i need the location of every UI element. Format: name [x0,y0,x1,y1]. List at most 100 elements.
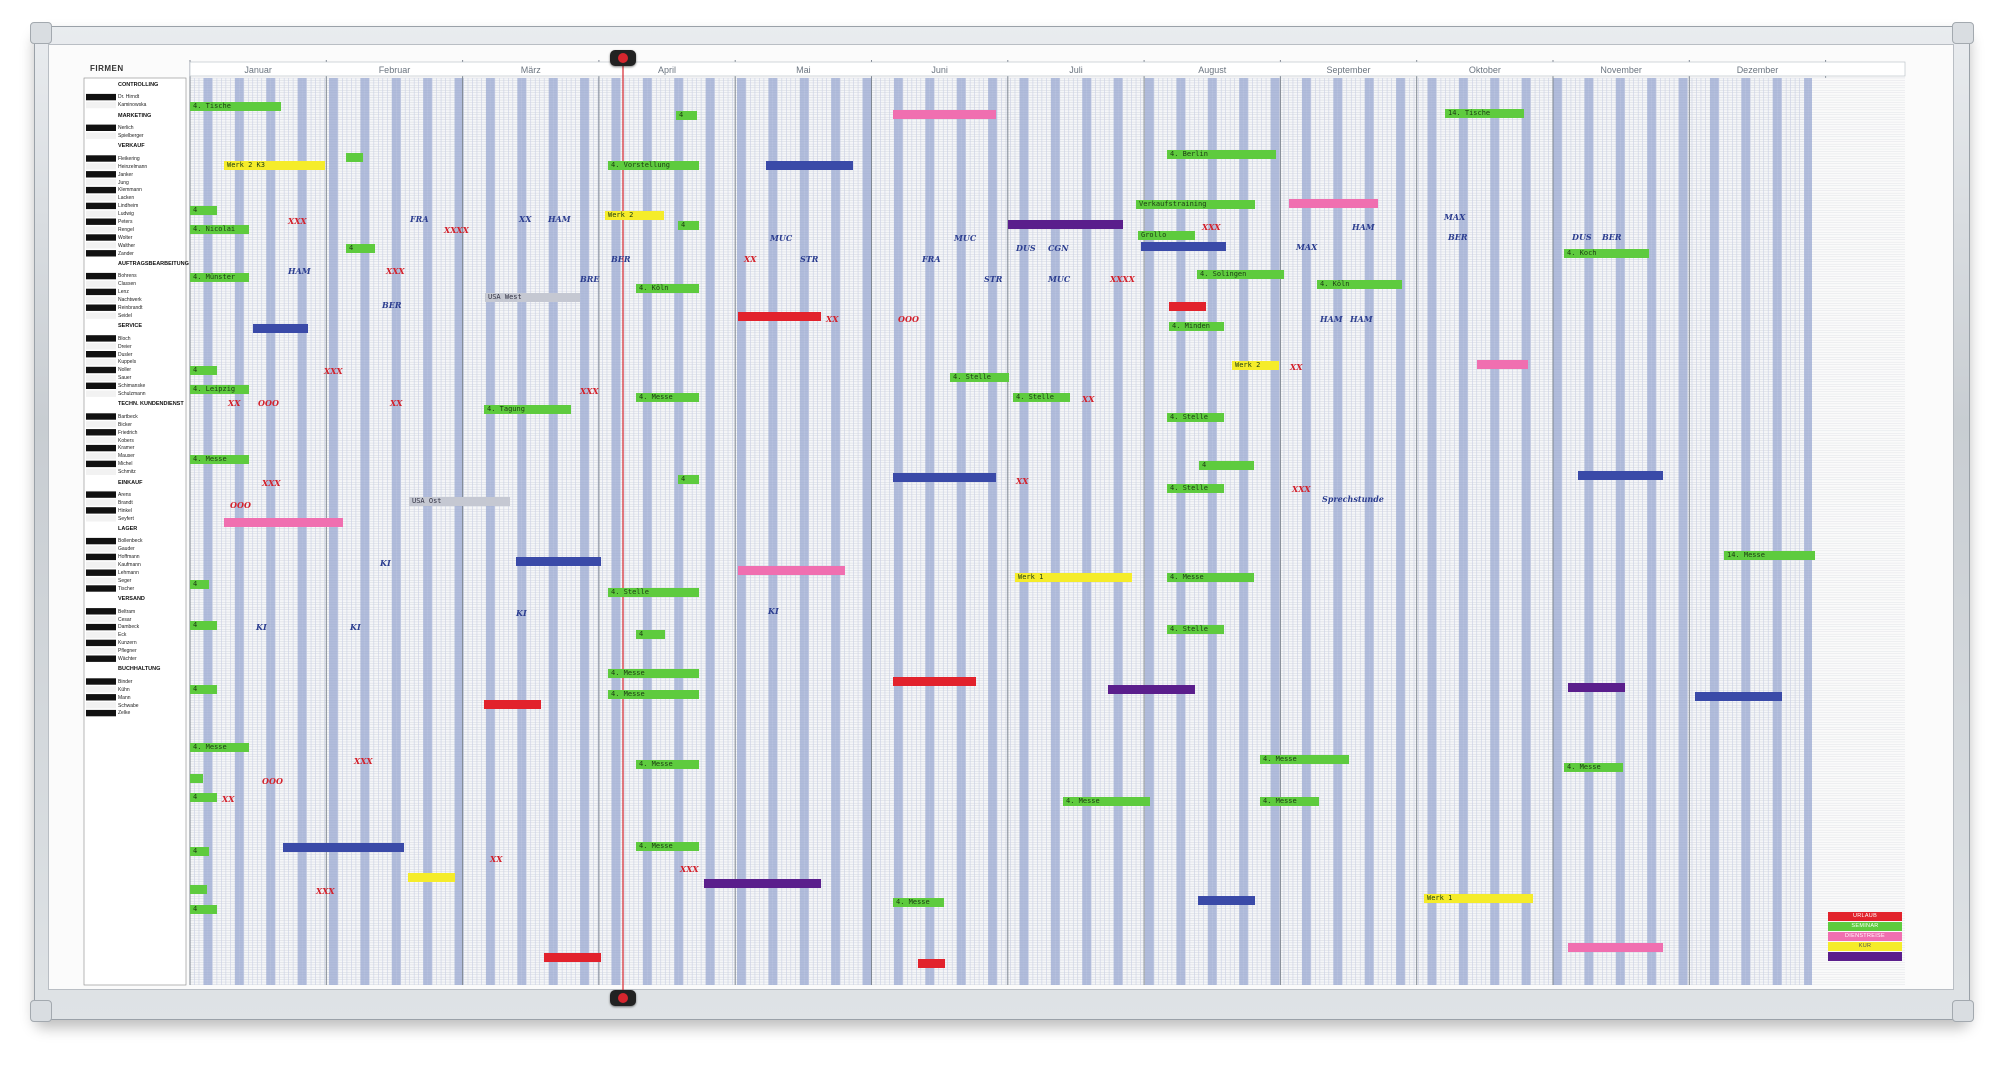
planning-strip[interactable]: 4. Messe [1564,763,1623,772]
planning-strip[interactable]: 4. Messe [636,842,699,851]
section-label: VERSAND [118,596,145,603]
handwritten-note: OOO [898,314,919,324]
planning-strip[interactable]: Werk 1 [1015,573,1132,582]
red-slider-clip-top[interactable] [610,50,636,66]
planning-strip[interactable]: 4 [190,206,217,215]
planning-strip[interactable] [1198,896,1255,905]
planning-strip[interactable]: 4 [676,111,697,120]
planning-strip[interactable] [190,774,203,783]
planning-strip[interactable] [738,312,821,321]
planning-strip[interactable]: 4. Messe [1260,755,1349,764]
planning-strip[interactable]: Werk 2 [605,211,664,220]
planning-strip[interactable] [1141,242,1226,251]
planning-strip[interactable] [1108,685,1195,694]
planning-strip[interactable]: 4. Tische [190,102,281,111]
name-row-marker [86,694,116,701]
planning-strip[interactable]: USA West [485,293,580,302]
planning-strip[interactable]: 4 [190,905,217,914]
planning-strip[interactable]: 4 [678,221,699,230]
planning-strip[interactable]: 4. Messe [1063,797,1150,806]
month-label: Dezember [1736,65,1779,75]
planning-strip[interactable]: 4 [190,685,217,694]
planning-strip[interactable]: 4. Messe [608,690,699,699]
planning-strip[interactable]: 4. Köln [636,284,699,293]
employee-name: Schwabe [118,702,139,709]
planning-strip[interactable] [1289,199,1378,208]
planning-strip[interactable] [190,885,207,894]
planning-strip[interactable]: 4. Stelle [1013,393,1070,402]
planning-strip[interactable]: 4. Messe [636,760,699,769]
red-slider-clip-bottom[interactable] [610,990,636,1006]
planning-strip[interactable]: 14. Messe [1724,551,1815,560]
planning-strip[interactable]: 4. Messe [608,669,699,678]
planning-strip[interactable] [1695,692,1782,701]
planning-strip[interactable]: 4 [190,793,217,802]
handwritten-note: KI [350,622,361,632]
planning-strip[interactable] [893,677,976,686]
planning-strip[interactable]: 4 [346,244,375,253]
name-row-marker [86,390,116,397]
planning-strip[interactable] [346,153,363,162]
planning-strip[interactable] [253,324,308,333]
planning-strip[interactable]: 4 [190,580,209,589]
planning-strip[interactable] [1477,360,1528,369]
planning-strip[interactable]: USA Ost [409,497,510,506]
planning-strip[interactable] [283,843,404,852]
planning-strip[interactable] [408,873,455,882]
planning-strip[interactable]: 4. Messe [636,393,699,402]
planning-strip[interactable] [893,110,996,119]
planning-strip[interactable]: 4 [190,621,217,630]
planning-strip[interactable] [766,161,853,170]
planning-strip[interactable] [1169,302,1206,311]
planning-strip[interactable]: 4. Vorstellung [608,161,699,170]
planning-strip[interactable]: 4. Solingen [1197,270,1284,279]
planning-strip[interactable]: 4. Münster [190,273,249,282]
planning-strip[interactable]: 4. Nicolai [190,225,249,234]
planning-strip[interactable] [704,879,821,888]
planning-strip[interactable] [484,700,541,709]
planning-strip[interactable]: 4. Koch [1564,249,1649,258]
planning-strip[interactable]: Werk 1 [1424,894,1533,903]
planning-strip[interactable] [224,518,343,527]
planning-strip[interactable]: 4. Minden [1169,322,1224,331]
planning-strip[interactable]: 4. Stelle [950,373,1009,382]
employee-name: Sauer [118,375,132,382]
planning-strip[interactable]: 4. Stelle [608,588,699,597]
planning-strip[interactable]: 4. Stelle [1167,484,1224,493]
planning-strip[interactable] [1008,220,1123,229]
month-label: Februar [378,65,411,75]
planning-strip[interactable]: 4 [190,366,217,375]
planning-strip[interactable] [516,557,601,566]
planning-strip[interactable]: 4 [1199,461,1254,470]
weekend-column [1490,78,1495,985]
planning-strip[interactable]: 4. Messe [1167,573,1254,582]
planning-strip[interactable]: 14. Tische [1445,109,1524,118]
handwritten-note: KI [380,558,391,568]
planning-strip[interactable]: 4. Stelle [1167,413,1224,422]
planning-strip[interactable]: Werk 2 K3 [224,161,325,170]
planning-strip[interactable]: 4 [636,630,665,639]
planning-strip[interactable]: 4. Tagung [484,405,571,414]
planning-strip[interactable] [918,959,945,968]
planning-strip[interactable]: 4 [678,475,699,484]
planning-strip[interactable]: 4. Messe [893,898,944,907]
planning-strip[interactable]: 4. Köln [1317,280,1402,289]
planning-strip[interactable] [738,566,845,575]
planning-strip[interactable] [544,953,601,962]
planning-strip[interactable]: Grollo [1138,231,1195,240]
planning-strip[interactable]: 4 [190,847,209,856]
weekend-column [391,78,397,985]
planning-strip[interactable] [1568,943,1663,952]
name-row-marker [86,623,116,631]
planning-strip[interactable]: Werk 2 [1232,361,1279,370]
planning-strip[interactable] [893,473,996,482]
planning-strip[interactable] [1578,471,1663,480]
planning-strip[interactable]: Verkaufstraining [1136,200,1255,209]
planning-strip[interactable]: 4. Leipzig [190,385,249,394]
planning-strip[interactable]: 4. Stelle [1167,625,1224,634]
planning-strip[interactable]: 4. Messe [190,455,249,464]
planning-strip[interactable]: 4. Messe [190,743,249,752]
planning-strip[interactable]: 4. Berlin [1167,150,1276,159]
planning-strip[interactable]: 4. Messe [1260,797,1319,806]
planning-strip[interactable] [1568,683,1625,692]
